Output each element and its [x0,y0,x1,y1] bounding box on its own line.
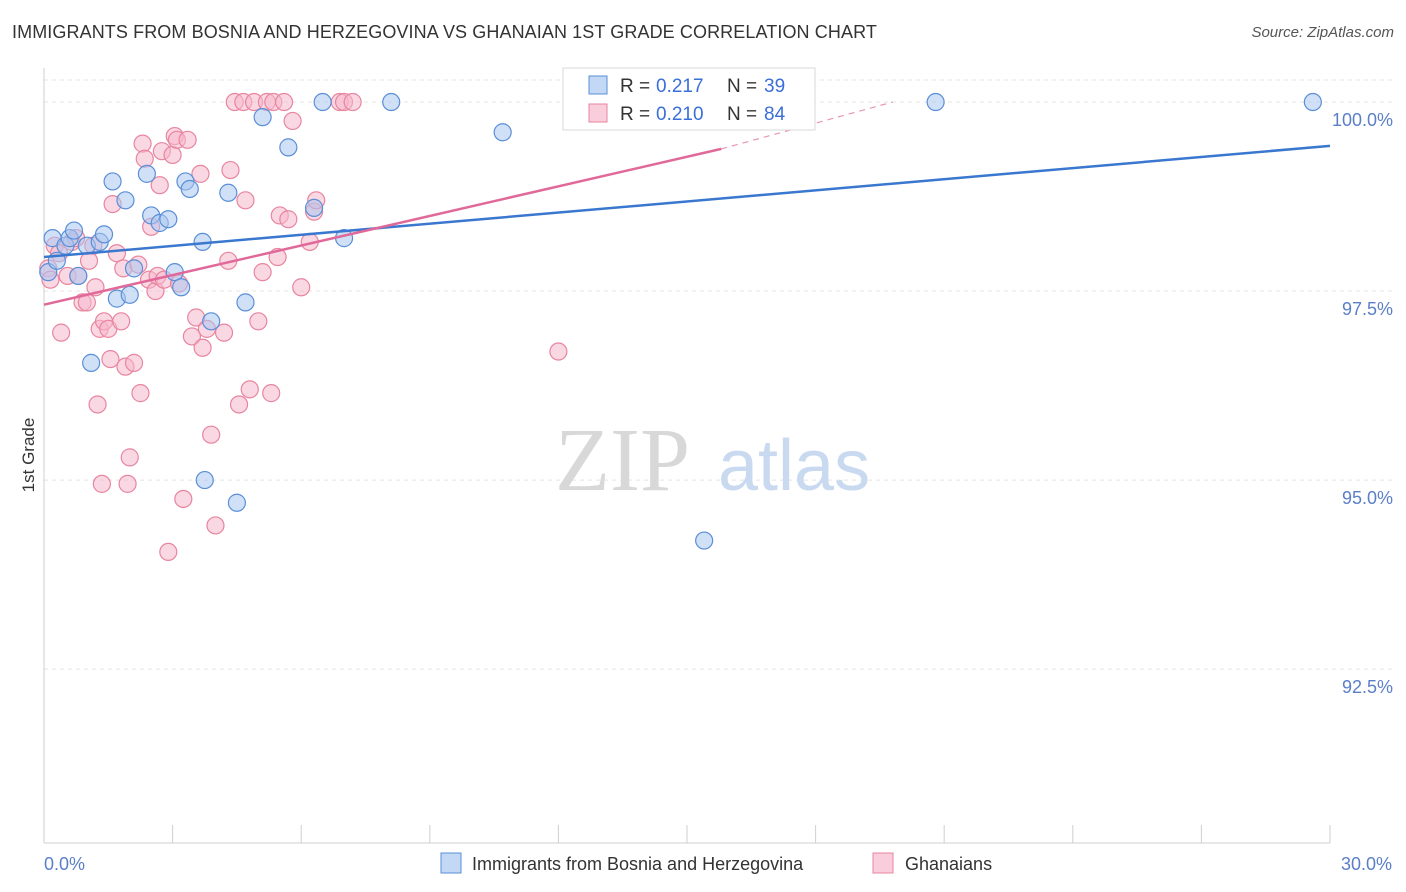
ghanaian-point [221,160,240,180]
bottom-legend: Immigrants from Bosnia and Herzegovina G… [440,852,992,874]
legend-n-label: N = [727,104,757,125]
bosnia-point [253,108,272,127]
ghanaians-points [39,92,568,562]
ghanaian-point [193,338,212,357]
legend-n-value-blue: 39 [764,76,785,97]
bosnia-point [227,493,246,512]
y-tick-label: 97.5% [1342,299,1393,319]
legend-r-value-pink: 0.210 [656,104,704,125]
bosnia-point [202,312,221,331]
gridlines [44,79,1392,670]
bosnia-point [195,470,214,490]
x-tick-label: 0.0% [44,854,85,874]
bosnia-point [1303,92,1322,112]
bosnia-point [69,266,88,286]
bosnia-point [103,172,122,191]
ghanaian-point [202,425,221,444]
ghanaian-point [118,474,137,493]
ghanaian-point [92,474,111,493]
watermark-zip: ZIP [555,411,690,510]
bosnia-point [94,225,114,244]
legend-swatch-pink [588,103,608,123]
watermark-atlas: atlas [718,426,870,506]
ghanaian-point [131,384,150,403]
bottom-legend-swatch-blue [440,852,462,874]
bottom-legend-label-bosnia: Immigrants from Bosnia and Herzegovina [472,854,804,874]
ghanaian-point [343,92,362,112]
bosnia-point [304,198,324,217]
bosnia-point [180,179,199,199]
ghanaian-point [214,323,234,342]
ghanaian-point [283,111,302,131]
bosnia-point [124,259,144,278]
legend-n-value-pink: 84 [764,104,786,125]
ghanaian-point [133,134,152,153]
ghanaian-point [236,191,255,210]
x-tick-label: 30.0% [1341,854,1392,874]
y-tick-label: 95.0% [1342,488,1393,508]
watermark: ZIP atlas [555,411,870,510]
ghanaian-point [135,149,154,168]
ghanaian-point [88,395,107,414]
bosnia-point [926,92,945,112]
ghanaian-point [191,164,210,183]
legend-r-label: R = [620,104,650,125]
ghanaian-point [163,145,182,165]
bottom-legend-label-ghanaians: Ghanaians [905,854,992,874]
ghanaian-point [274,92,294,112]
ghanaian-point [279,210,298,229]
ghanaian-point [124,353,144,372]
ghanaian-point [174,489,193,509]
legend-swatch-blue [588,75,608,95]
blue-trend-line [43,144,1331,259]
ghanaian-point [182,327,201,346]
axes [43,68,1331,844]
ghanaian-point [107,244,126,263]
bosnia-point [159,210,178,229]
ghanaian-point [253,263,272,282]
legend-n-label: N = [727,76,757,97]
x-tick-labels: 0.0% 30.0% [44,854,1392,874]
bosnia-point [120,285,139,304]
legend-r-label: R = [620,76,650,97]
y-axis-label: 1st Grade [19,418,38,493]
y-tick-label: 100.0% [1332,110,1393,130]
ghanaian-point [52,323,71,342]
bosnia-point [64,221,84,240]
legend-r-value-blue: 0.217 [656,76,704,97]
ghanaian-point [120,448,139,467]
ghanaian-point [240,380,259,399]
ghanaian-point [150,176,169,195]
chart-title: IMMIGRANTS FROM BOSNIA AND HERZEGOVINA V… [12,22,877,42]
y-tick-labels: 100.0% 97.5% 95.0% 92.5% [1332,110,1393,697]
legend: R = 0.217 N = 39 R = 0.210 N = 84 [562,67,816,131]
ghanaian-point [178,130,197,149]
ghanaian-point [549,342,568,361]
bosnia-points [39,92,1322,550]
bottom-legend-swatch-pink [872,852,894,874]
ghanaian-point [206,516,225,535]
bosnia-point [116,191,135,210]
ghanaian-point [229,395,249,414]
bosnia-point [137,164,156,183]
ghanaian-point [262,384,281,403]
ghanaian-point [249,312,268,331]
bosnia-point [695,531,714,550]
bosnia-point [219,183,238,202]
ghanaian-point [112,312,131,331]
bosnia-point [382,92,401,112]
bosnia-point [82,353,101,372]
pink-trend-line [43,147,722,306]
ghanaian-point [292,278,311,297]
ghanaian-point [101,349,120,369]
bosnia-point [279,138,298,157]
bosnia-point [236,293,255,312]
bosnia-point [172,278,191,297]
bosnia-point [313,92,332,112]
y-tick-label: 92.5% [1342,677,1393,697]
source-label: Source: ZipAtlas.com [1251,24,1394,41]
ghanaian-point [159,542,178,562]
bosnia-point [493,123,512,142]
